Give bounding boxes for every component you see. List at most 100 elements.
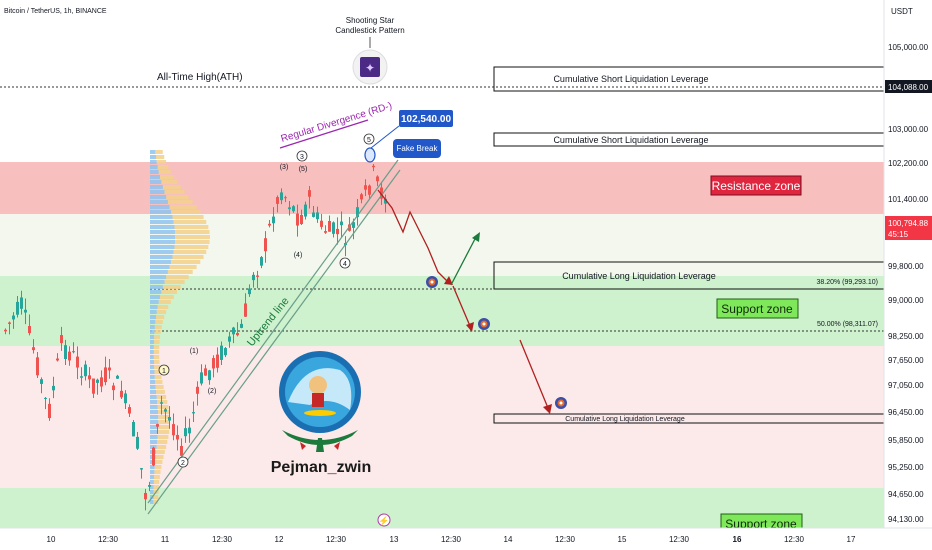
candle-body <box>48 403 51 419</box>
candle-body <box>12 315 15 320</box>
candle-body <box>240 323 243 328</box>
volume-profile-bar-buy <box>150 335 155 339</box>
countdown-tag: 45:15 <box>888 230 909 239</box>
volume-profile-bar-sell <box>171 260 201 264</box>
volume-profile-bar-buy <box>150 170 159 174</box>
svg-text:2: 2 <box>181 460 185 467</box>
volume-profile-bar-sell <box>154 330 161 334</box>
volume-profile-bar-buy <box>150 260 172 264</box>
long-liq-label-1: Cumulative Long Liquidation Leverage <box>562 271 716 281</box>
divergence-line <box>279 119 369 149</box>
volume-profile-bar-sell <box>154 360 160 364</box>
volume-profile-bar-sell <box>160 175 174 179</box>
volume-profile-bar-buy <box>150 320 156 324</box>
volume-profile-bar-buy <box>150 395 157 399</box>
volume-profile-bar-sell <box>164 190 185 194</box>
candle-body <box>320 220 323 227</box>
volume-profile-bar-buy <box>150 370 155 374</box>
author-name: Pejman_zwin <box>271 459 371 476</box>
resistance-zone-label: Resistance zone <box>712 179 801 193</box>
candle-body <box>76 356 79 368</box>
candle-body <box>196 386 199 394</box>
volume-profile-bar-buy <box>150 435 158 439</box>
volume-profile-bar-sell <box>173 220 207 224</box>
peak-price-label: 102,540.00 <box>401 114 451 125</box>
volume-profile-bar-buy <box>150 175 161 179</box>
time-tick-label: 12:30 <box>441 535 462 544</box>
volume-profile-bar-sell <box>162 285 181 289</box>
volume-profile-bar-sell <box>155 315 165 319</box>
volume-profile-bar-sell <box>158 430 170 434</box>
lightning-icon: ⚡ <box>378 515 389 527</box>
price-tick-label: 94,650.00 <box>888 490 924 499</box>
volume-profile-bar-sell <box>169 265 197 269</box>
time-tick-label: 14 <box>504 535 513 544</box>
time-axis-panel[interactable] <box>0 528 932 550</box>
volume-profile-bar-sell <box>155 460 163 464</box>
volume-profile-bar-sell <box>175 240 210 244</box>
volume-profile-bar-buy <box>150 245 175 249</box>
time-tick-label: 13 <box>390 535 399 544</box>
candle-body <box>116 375 119 379</box>
candle-body <box>172 424 175 436</box>
candle-body <box>72 351 75 353</box>
volume-profile-bar-sell <box>174 245 209 249</box>
volume-profile-bar-sell <box>154 475 160 479</box>
candle-body <box>108 367 111 371</box>
candle-body <box>348 224 351 231</box>
volume-profile-bar-sell <box>172 215 204 219</box>
volume-profile-bar-buy <box>150 255 173 259</box>
time-tick-label: 16 <box>733 535 742 544</box>
candle-body <box>268 223 271 226</box>
volume-profile-bar-buy <box>150 185 163 189</box>
volume-profile-bar-buy <box>150 400 158 404</box>
volume-profile-bar-buy <box>150 155 156 159</box>
volume-profile-bar-buy <box>150 360 155 364</box>
long-liq-label-2: Cumulative Long Liquidation Leverage <box>565 416 685 423</box>
volume-profile-bar-buy <box>150 385 156 389</box>
volume-profile-bar-sell <box>153 355 160 359</box>
short-liq-label-2: Cumulative Short Liquidation Leverage <box>553 135 708 145</box>
volume-profile-bar-buy <box>150 470 155 474</box>
price-axis-ticks: 105,000.00 103,000.00 102,200.00 101,400.00… <box>888 43 929 524</box>
subwave-label-4: (4) <box>294 252 303 259</box>
volume-profile-bar-buy <box>150 160 157 164</box>
volume-profile-bar-sell <box>157 400 168 404</box>
candle-body <box>324 231 327 233</box>
time-tick-label: 12:30 <box>212 535 233 544</box>
volume-profile-bar-sell <box>157 440 168 444</box>
volume-profile-bar-buy <box>150 295 161 299</box>
symbol-title: Bitcoin / TetherUS, 1h, BINANCE <box>4 8 107 15</box>
candle-body <box>376 176 379 182</box>
subwave-label-3: (3) <box>280 164 289 171</box>
support-zone-label-1: Support zone <box>721 302 793 316</box>
volume-profile-bar-buy <box>150 250 174 254</box>
price-tick-label: 98,250.00 <box>888 332 924 341</box>
event-lightning-marker[interactable] <box>377 513 391 527</box>
volume-profile-bar-sell <box>175 235 210 239</box>
shooting-star-line2: Candlestick Pattern <box>335 26 404 35</box>
volume-profile-bar-buy <box>150 500 154 504</box>
candle-body <box>340 221 343 226</box>
support-zone-label-1-bg <box>716 298 799 319</box>
candle-body <box>32 347 35 351</box>
time-tick-label: 12 <box>275 535 284 544</box>
volume-profile-bar-sell <box>166 275 189 279</box>
candle-body <box>316 212 319 220</box>
candle-body <box>40 379 43 384</box>
candle-body <box>360 194 363 200</box>
volume-profile-bar-buy <box>150 230 176 234</box>
volume-profile-bar-buy <box>150 270 168 274</box>
candle-body <box>296 213 299 226</box>
candle-body <box>352 222 355 228</box>
candle-body <box>84 364 87 377</box>
volume-profile-bar-sell <box>160 295 174 299</box>
volume-profile-bar-sell <box>156 310 167 314</box>
volume-profile-bar-sell <box>153 350 160 354</box>
volume-profile-bar-sell <box>154 370 161 374</box>
candle-body <box>248 288 251 295</box>
candle-body <box>132 422 135 437</box>
volume-profile-bar-buy <box>150 345 154 349</box>
candle-body <box>384 198 387 204</box>
